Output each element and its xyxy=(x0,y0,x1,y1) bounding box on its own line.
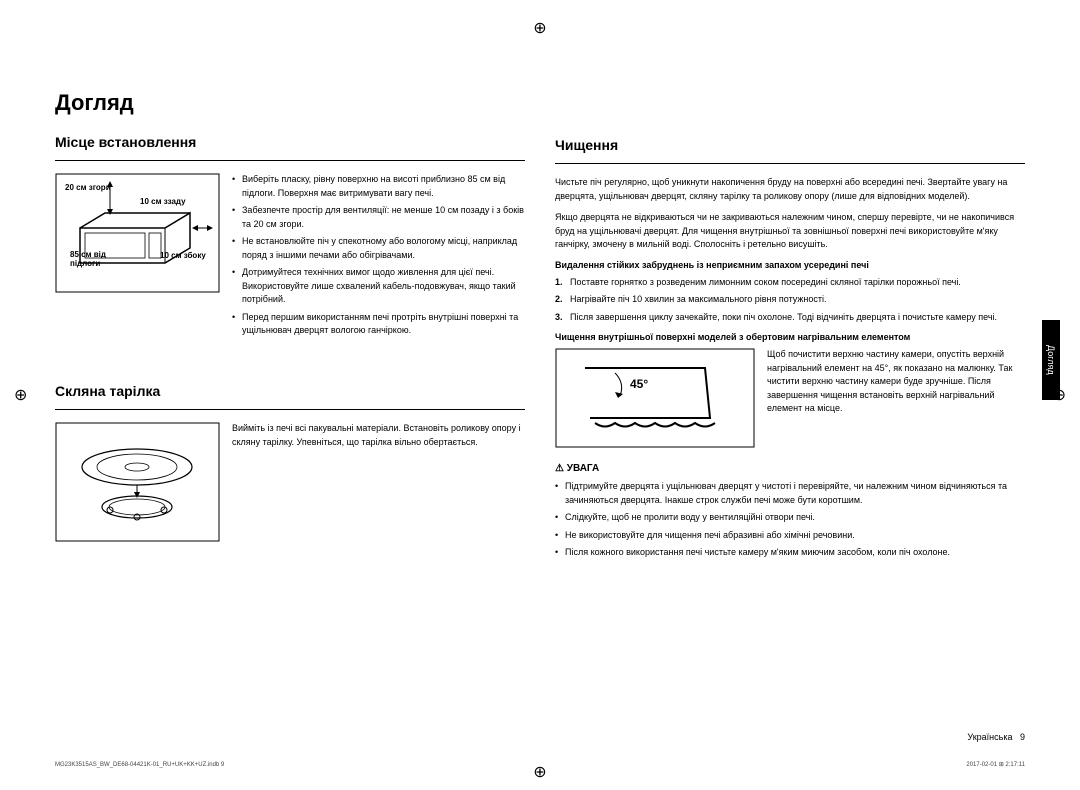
footer-file: MG23K3515AS_BW_DE68-04421K-01_RU+UK+KK+U… xyxy=(55,762,224,768)
crop-mark-left: ⊕ xyxy=(14,385,27,405)
section-plate-title: Скляна тарілка xyxy=(55,383,525,399)
left-column: Догляд Місце встановлення xyxy=(55,90,525,568)
list-item: Перед першим використанням печі протріть… xyxy=(232,311,525,338)
diagram-label-floor2: підлоги xyxy=(70,259,235,268)
grill-diagram: 45° xyxy=(555,348,755,453)
angle-label: 45° xyxy=(630,377,648,391)
installation-row: 20 см згори 10 см ззаду 10 см збоку 85 с… xyxy=(55,173,525,343)
page-title: Догляд xyxy=(55,90,525,116)
divider xyxy=(555,163,1025,164)
list-item: Підтримуйте дверцята і ущільнювач дверця… xyxy=(555,480,1025,507)
grill-text: Щоб почистити верхню частину камери, опу… xyxy=(767,348,1025,453)
list-item: Не встановлюйте піч у спекотному або вол… xyxy=(232,235,525,262)
side-tab: Догляд xyxy=(1042,320,1060,400)
list-item: Слідкуйте, щоб не пролити воду у вентиля… xyxy=(555,511,1025,525)
warning-title: УВАГА xyxy=(555,463,1025,474)
crop-mark-bottom: ⊕ xyxy=(533,762,546,782)
plate-row: Вийміть із печі всі пакувальні матеріали… xyxy=(55,422,525,547)
section-installation-title: Місце встановлення xyxy=(55,134,525,150)
sub-heading-odor: Видалення стійких забруднень із неприємн… xyxy=(555,260,1025,270)
list-item: Нагрівайте піч 10 хвилин за максимальног… xyxy=(555,293,1025,307)
list-item: Виберіть пласку, рівну поверхню на висот… xyxy=(232,173,525,200)
footer-lang: Українська 9 xyxy=(967,732,1025,742)
installation-diagram: 20 см згори 10 см ззаду 10 см збоку 85 с… xyxy=(55,173,220,343)
footer-date: 2017-02-01 ⊞ 2:17:11 xyxy=(966,761,1025,768)
cleaning-intro2: Якщо дверцята не відкриваються чи не зак… xyxy=(555,211,1025,252)
installation-bullets: Виберіть пласку, рівну поверхню на висот… xyxy=(232,173,525,338)
list-item: Не використовуйте для чищення печі абраз… xyxy=(555,529,1025,543)
list-item: Забезпечте простір для вентиляції: не ме… xyxy=(232,204,525,231)
list-item: Поставте горнятко з розведеним лимонним … xyxy=(555,276,1025,290)
list-item: Після завершення циклу зачекайте, поки п… xyxy=(555,311,1025,325)
sub-heading-grill: Чищення внутрішньої поверхні моделей з о… xyxy=(555,332,1025,342)
installation-text: Виберіть пласку, рівну поверхню на висот… xyxy=(232,173,525,343)
right-column: Чищення Чистьте піч регулярно, щоб уникн… xyxy=(555,90,1025,568)
grill-paragraph: Щоб почистити верхню частину камери, опу… xyxy=(767,348,1025,416)
diagram-label-floor1: 85 см від xyxy=(70,250,235,259)
page-content: Догляд Місце встановлення xyxy=(0,0,1080,598)
grill-row: 45° Щоб почистити верхню частину камери,… xyxy=(555,348,1025,453)
list-item: Після кожного використання печі чистьте … xyxy=(555,546,1025,560)
odor-steps: Поставте горнятко з розведеним лимонним … xyxy=(555,276,1025,325)
plate-diagram xyxy=(55,422,220,547)
footer-language: Українська xyxy=(967,732,1012,742)
list-item: Дотримуйтеся технічних вимог щодо живлен… xyxy=(232,266,525,307)
section-cleaning-title: Чищення xyxy=(555,137,1025,153)
plate-paragraph: Вийміть із печі всі пакувальні матеріали… xyxy=(232,422,525,449)
crop-mark-top: ⊕ xyxy=(533,18,546,38)
divider xyxy=(55,409,525,410)
warning-bullets: Підтримуйте дверцята і ущільнювач дверця… xyxy=(555,480,1025,560)
cleaning-intro: Чистьте піч регулярно, щоб уникнути нако… xyxy=(555,176,1025,203)
diagram-label-top: 20 см згори xyxy=(65,183,230,192)
plate-text: Вийміть із печі всі пакувальні матеріали… xyxy=(232,422,525,547)
footer-page-number: 9 xyxy=(1020,732,1025,742)
divider xyxy=(55,160,525,161)
